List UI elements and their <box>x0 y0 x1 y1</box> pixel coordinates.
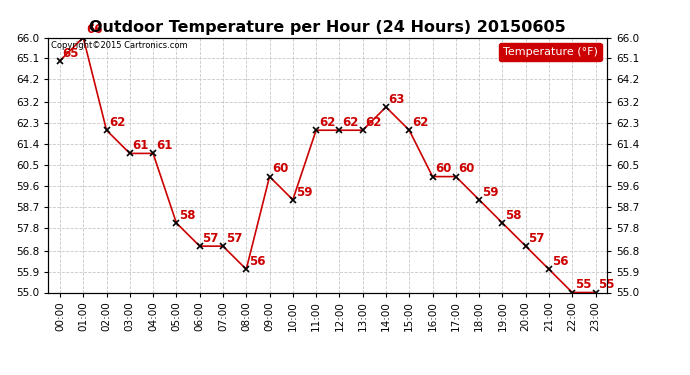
Text: 62: 62 <box>342 116 359 129</box>
Text: 66: 66 <box>86 23 103 36</box>
Text: 59: 59 <box>295 186 312 199</box>
Text: 57: 57 <box>202 232 219 245</box>
Text: 56: 56 <box>552 255 569 268</box>
Text: 56: 56 <box>249 255 266 268</box>
Text: 62: 62 <box>319 116 335 129</box>
Text: 57: 57 <box>226 232 242 245</box>
Text: 58: 58 <box>179 209 196 222</box>
Text: 63: 63 <box>388 93 405 106</box>
Text: 55: 55 <box>575 278 591 291</box>
Text: 65: 65 <box>63 46 79 60</box>
Text: 61: 61 <box>132 139 149 152</box>
Text: 62: 62 <box>366 116 382 129</box>
Title: Outdoor Temperature per Hour (24 Hours) 20150605: Outdoor Temperature per Hour (24 Hours) … <box>90 20 566 35</box>
Text: Copyright©2015 Cartronics.com: Copyright©2015 Cartronics.com <box>51 41 188 50</box>
Text: 62: 62 <box>109 116 126 129</box>
Text: 62: 62 <box>412 116 428 129</box>
Text: 58: 58 <box>505 209 522 222</box>
Text: 57: 57 <box>529 232 545 245</box>
Text: 60: 60 <box>459 162 475 176</box>
Text: 61: 61 <box>156 139 172 152</box>
Text: 59: 59 <box>482 186 498 199</box>
Text: 60: 60 <box>273 162 288 176</box>
Text: 60: 60 <box>435 162 452 176</box>
Text: 55: 55 <box>598 278 615 291</box>
Legend: Temperature (°F): Temperature (°F) <box>499 43 602 61</box>
